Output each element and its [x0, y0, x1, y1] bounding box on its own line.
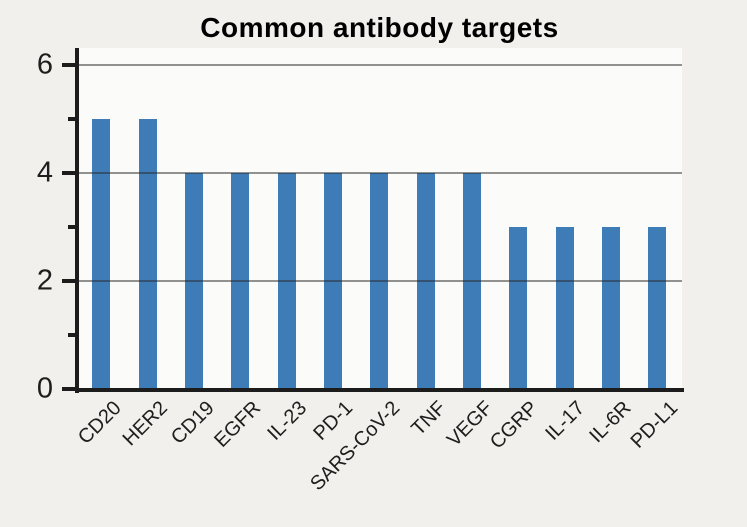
x-tick-label-CGRP: CGRP: [486, 397, 543, 454]
bar-IL-17: [555, 227, 574, 389]
y-tick-minor-5: [68, 117, 77, 121]
x-tick-label-EGFR: EGFR: [210, 397, 265, 452]
bar-IL-6R: [601, 227, 620, 389]
y-tick-label-2: 2: [36, 264, 53, 297]
x-tick-label-VEGF: VEGF: [442, 397, 497, 452]
y-tick-label-4: 4: [36, 156, 53, 189]
x-tick-label-HER2: HER2: [118, 397, 173, 451]
gridline-y4: [77, 172, 682, 174]
y-axis-line: [75, 48, 79, 393]
y-tick-major-4: [62, 171, 77, 175]
x-tick-label-PD-L1: PD-L1: [626, 397, 682, 453]
bar-CD20: [92, 119, 111, 389]
chart-title: Common antibody targets: [200, 12, 559, 43]
x-tick-label-IL-23: IL-23: [263, 397, 312, 445]
x-tick-label-IL-17: IL-17: [541, 397, 590, 445]
bar-PD-L1: [648, 227, 667, 389]
y-tick-label-6: 6: [36, 48, 53, 81]
x-tick-label-CD20: CD20: [74, 397, 126, 449]
y-tick-minor-3: [68, 225, 77, 229]
y-tick-minor-1: [68, 333, 77, 337]
gridline-y2: [77, 280, 682, 282]
y-tick-major-0: [62, 387, 77, 391]
bar-CGRP: [509, 227, 528, 389]
bar-HER2: [138, 119, 157, 389]
gridline-y6: [77, 64, 682, 66]
y-tick-major-2: [62, 279, 77, 283]
y-tick-major-6: [62, 63, 77, 67]
x-axis-line: [75, 388, 684, 392]
x-tick-label-CD19: CD19: [166, 397, 219, 449]
x-tick-label-IL-6R: IL-6R: [585, 397, 636, 448]
y-tick-label-0: 0: [36, 372, 53, 405]
